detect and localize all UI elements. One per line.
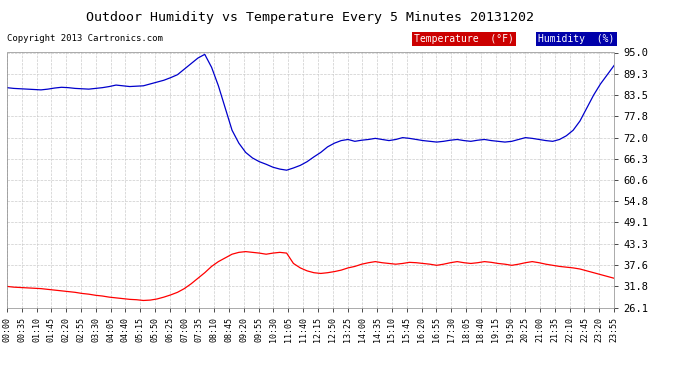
Text: Copyright 2013 Cartronics.com: Copyright 2013 Cartronics.com [7, 34, 163, 43]
Text: Temperature  (°F): Temperature (°F) [414, 34, 514, 44]
Text: Humidity  (%): Humidity (%) [538, 34, 615, 44]
Text: Outdoor Humidity vs Temperature Every 5 Minutes 20131202: Outdoor Humidity vs Temperature Every 5 … [86, 11, 535, 24]
